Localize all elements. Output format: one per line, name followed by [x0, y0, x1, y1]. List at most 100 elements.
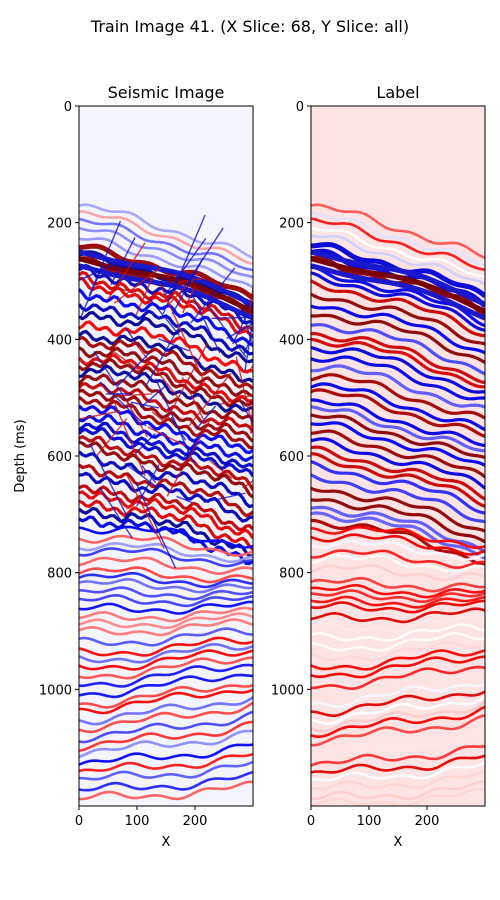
reflector [79, 320, 253, 374]
chaotic-texture [117, 352, 150, 387]
reflector [311, 714, 485, 747]
reflector [79, 346, 253, 398]
reflector [79, 752, 253, 773]
reflector [79, 556, 253, 576]
reflector [79, 606, 253, 623]
reflector [311, 665, 485, 691]
x-tick-label: 0 [307, 814, 315, 829]
reflector [311, 701, 485, 733]
y-tick-label: 200 [279, 217, 304, 232]
chaotic-texture [115, 393, 153, 397]
chaotic-texture [246, 365, 253, 375]
reflector [311, 271, 485, 332]
reflector [79, 450, 253, 509]
reflector [79, 600, 253, 615]
reflector [79, 566, 253, 584]
x-ticks: 0 100 200 [75, 806, 208, 829]
reflector [79, 547, 253, 568]
chaotic-texture [166, 420, 210, 497]
reflector [79, 684, 253, 709]
reflector [311, 676, 485, 701]
reflector [311, 721, 485, 753]
chaotic-texture [170, 416, 187, 441]
x-tick-label: 200 [183, 814, 208, 829]
chaotic-texture [108, 286, 134, 292]
reflector [311, 405, 485, 453]
reflector [311, 623, 485, 642]
reflector [311, 563, 485, 582]
reflector [79, 303, 253, 356]
reflector [311, 744, 485, 767]
chaotic-texture [135, 277, 154, 316]
y-tick-label: 400 [279, 333, 304, 348]
y-tick-label: 600 [47, 450, 72, 465]
chaotic-texture [93, 350, 133, 409]
reflector [311, 632, 485, 652]
reflector [311, 511, 485, 560]
chaotic-texture [147, 426, 186, 447]
reflector [79, 525, 253, 549]
reflector [311, 364, 485, 409]
reflector [79, 656, 253, 680]
chaotic-texture [176, 495, 193, 504]
chaotic-texture [242, 480, 253, 489]
x-ticks: 0 100 200 [307, 806, 439, 829]
reflector [311, 388, 485, 438]
chaotic-texture [94, 418, 128, 458]
reflector [311, 787, 485, 806]
reflector [311, 705, 485, 739]
main-reflector [79, 249, 253, 307]
y-tick-label: 1000 [39, 683, 72, 698]
reflector [79, 357, 253, 408]
reflector [311, 583, 485, 599]
reflector [311, 292, 485, 346]
chaotic-texture [99, 487, 133, 539]
chaotic-texture [151, 411, 167, 424]
reflector [79, 770, 253, 792]
reflector [79, 577, 253, 594]
reflector [79, 780, 253, 801]
reflector [311, 373, 485, 420]
reflector [79, 382, 253, 434]
reflector [311, 607, 485, 624]
reflector [311, 695, 485, 725]
reflector [79, 663, 253, 688]
reflector [79, 463, 253, 518]
x-tick-label: 100 [125, 814, 150, 829]
x-axis-label: X [394, 835, 403, 850]
reflector [311, 549, 485, 570]
reflector [79, 484, 253, 532]
chaotic-texture [162, 214, 206, 314]
reflector [311, 486, 485, 533]
chaotic-texture [183, 437, 200, 458]
reflector [79, 649, 253, 671]
reflector [79, 760, 253, 781]
reflector [311, 460, 485, 515]
y-tick-label: 600 [279, 450, 304, 465]
chaotic-texture [243, 333, 253, 355]
figure-suptitle: Train Image 41. (X Slice: 68, Y Slice: a… [90, 17, 409, 36]
reflector [79, 427, 253, 478]
chaotic-texture [88, 220, 122, 296]
reflector [311, 754, 485, 774]
reflector [311, 473, 485, 524]
chaotic-texture [164, 342, 209, 423]
reflector [79, 612, 253, 630]
chaotic-texture [187, 372, 232, 428]
chaotic-texture [148, 298, 180, 336]
reflector [311, 595, 485, 609]
reflector [311, 437, 485, 490]
chaotic-texture [182, 286, 196, 314]
reflector [311, 217, 485, 272]
reflector [79, 217, 253, 272]
reflector [311, 323, 485, 376]
reflector [79, 688, 253, 715]
reflector [311, 337, 485, 389]
reflector [79, 534, 253, 557]
reflector [79, 618, 253, 637]
chaotic-texture [130, 401, 160, 409]
reflector [311, 429, 485, 479]
chaotic-texture [89, 443, 132, 524]
reflector [311, 769, 485, 791]
x-axis-label: X [162, 835, 171, 850]
